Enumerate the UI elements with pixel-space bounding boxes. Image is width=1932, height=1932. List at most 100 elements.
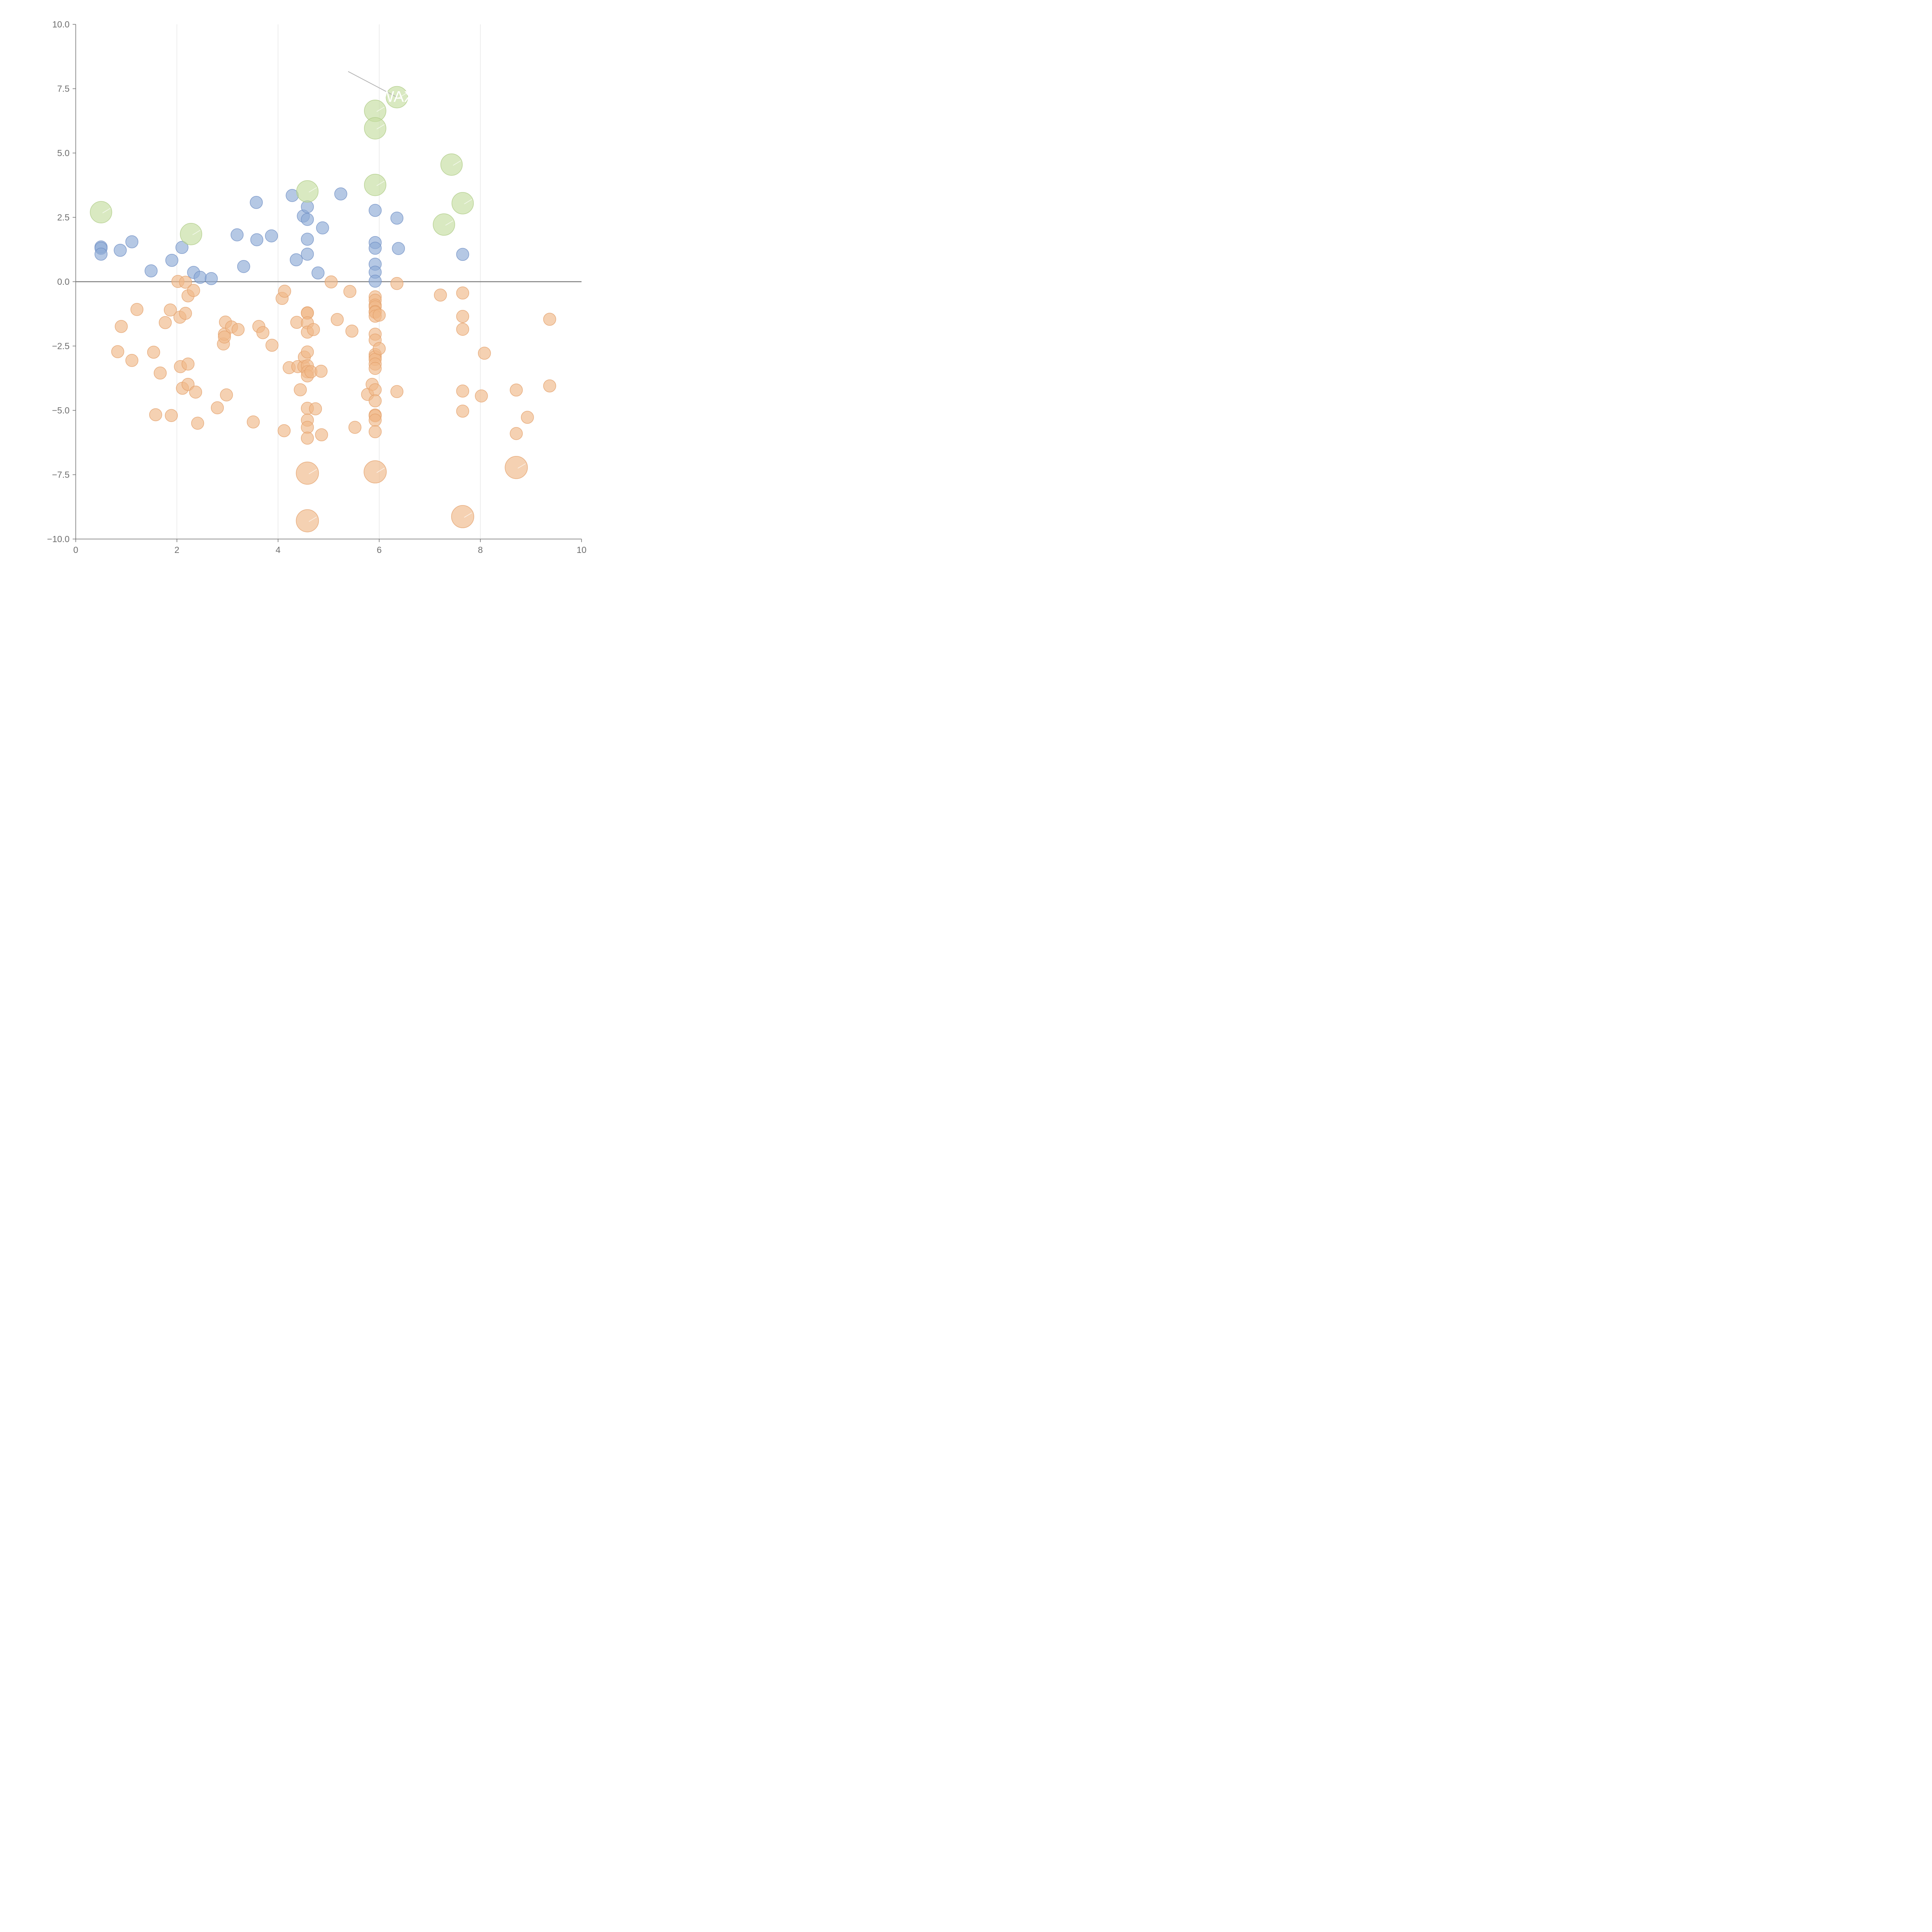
highlight-negative-point xyxy=(505,456,528,479)
negative-point xyxy=(372,308,386,322)
leader-line xyxy=(453,160,461,166)
y-tick-label: −2.5 xyxy=(52,341,70,351)
negative-point xyxy=(265,338,279,352)
positive-point xyxy=(301,247,314,261)
x-tick-label: 8 xyxy=(478,545,483,555)
positive-point xyxy=(369,204,382,217)
negative-point xyxy=(125,354,139,367)
negative-point xyxy=(510,383,523,397)
highlight-positive-point xyxy=(296,180,319,202)
negative-point xyxy=(277,424,291,437)
negative-point xyxy=(543,379,556,393)
y-tick-label: −10.0 xyxy=(47,534,70,544)
negative-point xyxy=(369,362,382,375)
negative-point xyxy=(456,323,469,336)
highlight-negative-point xyxy=(296,509,319,532)
leader-line xyxy=(192,230,201,235)
positive-point xyxy=(311,266,325,280)
positive-point xyxy=(230,228,244,242)
positive-point xyxy=(301,213,314,226)
y-tick-label: 0.0 xyxy=(57,277,70,287)
y-tick-label: −5.0 xyxy=(52,405,70,415)
negative-point xyxy=(331,313,344,326)
positive-point xyxy=(456,248,469,261)
positive-point xyxy=(250,196,263,209)
leader-line xyxy=(398,93,406,99)
negative-point xyxy=(456,286,469,300)
negative-point xyxy=(189,385,202,399)
highlight-negative-point xyxy=(451,505,474,528)
scatter-chart: 0 2 4 6 8 10 −10.0 −7.5 −5.0 −2.5 0.0 2.5 5.0 7.5 10.0… xyxy=(0,0,606,606)
negative-point xyxy=(343,285,357,298)
negative-point xyxy=(456,405,469,418)
positive-point xyxy=(390,211,403,225)
y-tick-label: −7.5 xyxy=(52,470,70,480)
negative-point xyxy=(247,415,260,429)
leader-line xyxy=(517,463,526,469)
positive-point xyxy=(114,243,127,257)
positive-point xyxy=(145,264,158,277)
negative-point xyxy=(153,366,167,380)
negative-point xyxy=(301,432,314,445)
negative-point xyxy=(187,284,200,297)
positive-point xyxy=(250,233,264,247)
positive-point xyxy=(165,253,179,267)
negative-point xyxy=(369,394,382,408)
highlight-positive-point xyxy=(433,213,455,236)
leader-line xyxy=(464,512,472,518)
negative-point xyxy=(164,303,177,317)
negative-point xyxy=(510,427,523,440)
negative-point xyxy=(478,347,491,360)
positive-point xyxy=(265,229,278,243)
positive-point xyxy=(125,235,139,248)
x-tick-label: 2 xyxy=(174,545,179,555)
negative-point xyxy=(475,389,488,403)
negative-point xyxy=(165,409,178,422)
y-tick-label: 2.5 xyxy=(57,213,70,223)
leader-line xyxy=(445,220,454,226)
negative-point xyxy=(345,325,359,338)
x-tick-label: 4 xyxy=(276,545,281,555)
positive-point xyxy=(334,187,347,201)
negative-point xyxy=(325,275,338,289)
positive-point xyxy=(94,247,108,261)
negative-point xyxy=(369,425,382,439)
negative-point xyxy=(301,345,314,359)
negative-point xyxy=(309,402,322,415)
negative-point xyxy=(115,320,128,333)
positive-point xyxy=(369,274,382,288)
negative-point xyxy=(390,277,403,290)
annotations: WAX xyxy=(102,71,526,522)
highlight-positive-point xyxy=(90,201,112,223)
leader-line xyxy=(309,517,317,522)
negative-point xyxy=(211,401,224,415)
highlight-negative-point xyxy=(364,460,387,483)
positive-point xyxy=(392,242,405,255)
negative-point xyxy=(307,323,320,336)
positive-point xyxy=(289,253,303,267)
negative-point xyxy=(315,428,328,442)
positive-point xyxy=(369,242,382,255)
x-tick-label: 10 xyxy=(577,545,587,555)
positive-point xyxy=(175,241,189,254)
leader-line xyxy=(309,469,317,474)
negative-point xyxy=(521,411,534,424)
positive-point xyxy=(194,270,207,284)
negative-point xyxy=(220,388,233,401)
negative-point xyxy=(369,413,382,427)
leader-line xyxy=(464,199,472,204)
annotation-label: WAX xyxy=(379,88,414,105)
negative-point xyxy=(543,313,556,326)
negative-point xyxy=(158,316,172,329)
y-tick-label: 7.5 xyxy=(57,84,70,94)
chart-svg: 0 2 4 6 8 10 −10.0 −7.5 −5.0 −2.5 0.0 2.5 5.0 7.5 10.0… xyxy=(47,19,587,555)
y-tick-label: 10.0 xyxy=(52,19,70,29)
annotation-leader xyxy=(348,71,397,98)
x-tick-label: 0 xyxy=(73,545,78,555)
highlight-positive-point xyxy=(364,173,386,196)
positive-point xyxy=(301,200,314,213)
positive-point xyxy=(301,233,314,246)
leader-line xyxy=(102,208,111,213)
x-tick-label: 6 xyxy=(377,545,382,555)
negative-point xyxy=(191,417,204,430)
